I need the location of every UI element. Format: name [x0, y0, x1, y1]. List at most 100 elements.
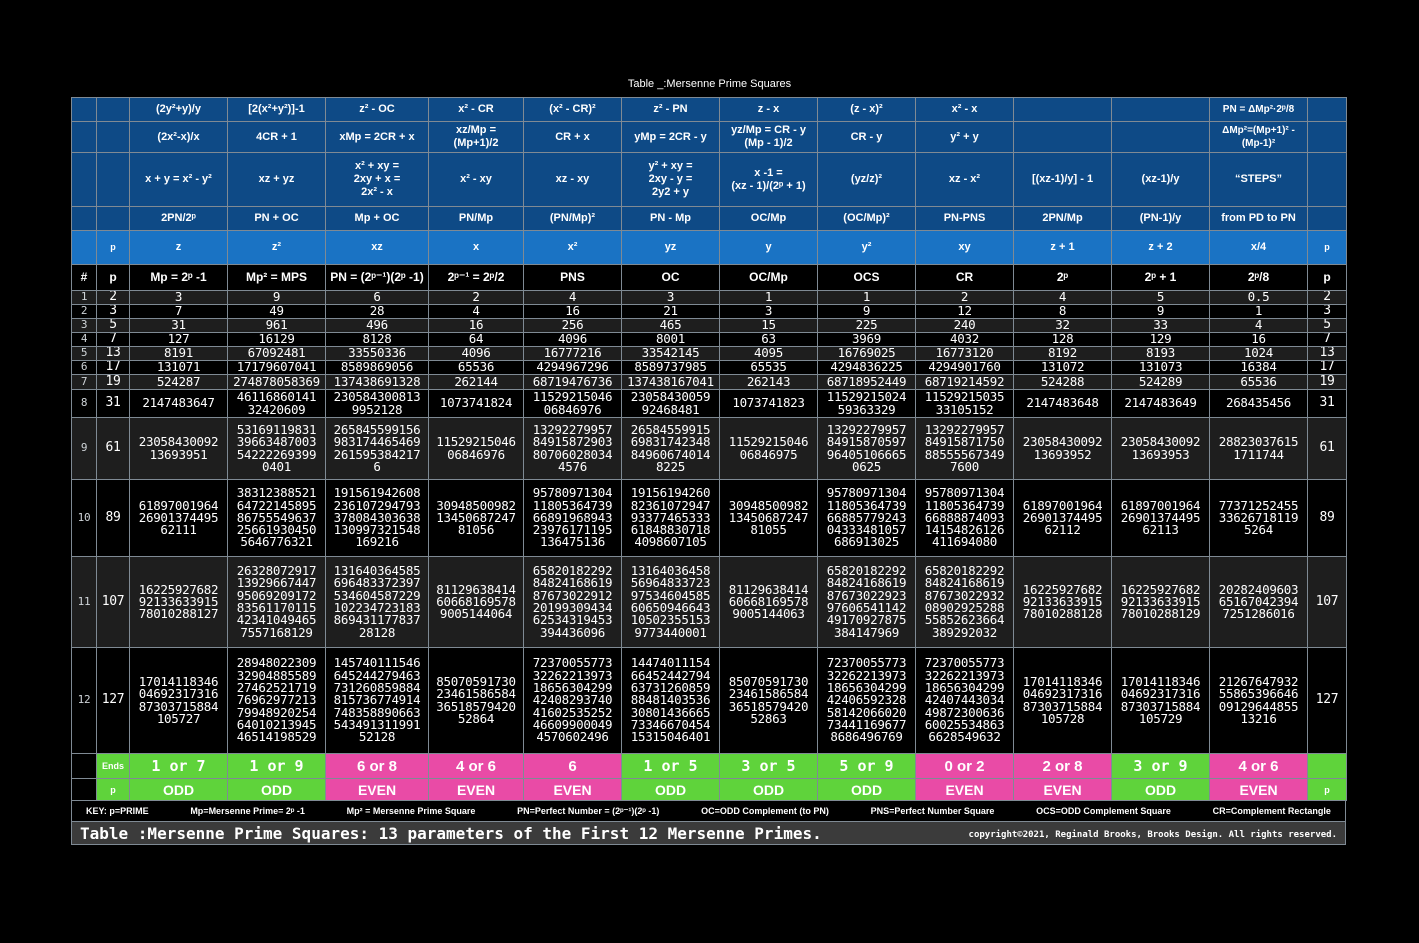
value-cell: 61897001964 26901374495 62111: [129, 479, 228, 557]
header-cell: z² - OC: [325, 97, 429, 122]
ends-label: Ends: [96, 753, 130, 779]
parity-row: p ODD ODD EVEN EVEN EVEN ODD ODD ODD EVEN EVEN ODD E…: [71, 778, 1347, 801]
value-cell: 16129: [227, 332, 326, 347]
mersenne-table: (2y²+y)/y [2(x²+y²)]-1 z² - OC x² - CR (x² -…: [71, 97, 1347, 801]
header-cell: [71, 97, 97, 122]
value-cell: 16225927682 92133633915 78010288128: [1013, 556, 1112, 648]
value-cell: 8128: [325, 332, 429, 347]
header-cell: [96, 152, 130, 207]
value-cell: 8589737985: [621, 360, 720, 375]
value-cell: 65820182292 84824168619 87673022932 0890…: [915, 556, 1014, 648]
header-cell: [1307, 97, 1347, 122]
value-cell: 23058430059 92468481: [621, 389, 720, 418]
header-cell: x² - CR: [428, 97, 524, 122]
table-row: 5 13 8191 67092481 33550336 4096 16777216 33542…: [71, 346, 1347, 361]
value-cell: 240: [915, 318, 1014, 333]
value-cell: 4095: [719, 346, 818, 361]
value-cell: 4: [1209, 318, 1308, 333]
value-cell: 26584559915 69831742348 84960674014 8225: [621, 417, 720, 480]
value-cell: 33: [1111, 318, 1210, 333]
table-row: 11 107 16225927682 92133633915 78010288127…: [71, 556, 1347, 648]
value-cell: 16: [428, 318, 524, 333]
header-cell: z + 2: [1111, 230, 1210, 265]
header-cell: 2ᵖ: [1013, 264, 1112, 291]
header-cell: yz/Mp = CR - y (Mp - 1)/2: [719, 121, 818, 153]
value-cell: 465: [621, 318, 720, 333]
value-cell: 8191: [129, 346, 228, 361]
value-cell: 21267647932 55865396646 09129644855 1321…: [1209, 647, 1308, 754]
header-cell: [(xz-1)/y] - 1: [1013, 152, 1112, 207]
header-row: x + y = x² - y² xz + yz x² + xy = 2xy + x …: [71, 152, 1347, 207]
value-cell: 6: [325, 290, 429, 305]
row-index: 10: [71, 479, 97, 557]
header-cell: x: [428, 230, 524, 265]
prime-cell: 17: [1307, 360, 1347, 375]
value-cell: 225: [817, 318, 916, 333]
value-cell: 11529215046 06846976: [428, 417, 524, 480]
row-index: 3: [71, 318, 97, 333]
value-cell: 95780971304 11805364739 66885779243 0433…: [817, 479, 916, 557]
value-cell: 256: [523, 318, 622, 333]
value-cell: 1024: [1209, 346, 1308, 361]
value-cell: 61897001964 26901374495 62113: [1111, 479, 1210, 557]
header-cell: xz/Mp = (Mp+1)/2: [428, 121, 524, 153]
value-cell: 20282409603 65167042394 7251286016: [1209, 556, 1308, 648]
value-cell: 13292279957 84915870597 96405106665 0625: [817, 417, 916, 480]
value-cell: 46116860141 32420609: [227, 389, 326, 418]
value-cell: 65820182292 84824168619 87673022912 2019…: [523, 556, 622, 648]
key-item: OC=ODD Complement (to PN): [701, 806, 829, 816]
value-cell: 33550336: [325, 346, 429, 361]
header-cell: (yz/z)²: [817, 152, 916, 207]
header-cell: 2PN/Mp: [1013, 206, 1112, 231]
value-cell: 30948500982 13450687247 81056: [428, 479, 524, 557]
row-index: 4: [71, 332, 97, 347]
header-cell: (x² - CR)²: [523, 97, 622, 122]
value-cell: 5: [1111, 290, 1210, 305]
header-cell: x²: [523, 230, 622, 265]
value-cell: 524288: [1013, 374, 1112, 390]
table-caption: Table :Mersenne Prime Squares: 13 parame…: [80, 824, 822, 843]
header-cell: [1013, 97, 1112, 122]
header-cell: [1307, 121, 1347, 153]
value-cell: 32: [1013, 318, 1112, 333]
header-row: 2PN/2ᵖ PN + OC Mp + OC PN/Mp (PN/Mp)² PN - Mp…: [71, 206, 1347, 231]
value-cell: 64: [428, 332, 524, 347]
prime-cell: 107: [96, 556, 130, 648]
header-cell: (PN-1)/y: [1111, 206, 1210, 231]
value-cell: 16225927682 92133633915 78010288129: [1111, 556, 1210, 648]
header-cell: 2ᵖ⁻¹ = 2ᵖ/2: [428, 264, 524, 291]
value-cell: 8589869056: [325, 360, 429, 375]
value-cell: 72370055773 32262213973 18656304299 4240…: [523, 647, 622, 754]
value-cell: 3969: [817, 332, 916, 347]
value-cell: 81129638414 60668169578 9005144064: [428, 556, 524, 648]
value-cell: 68719214592: [915, 374, 1014, 390]
value-cell: 16384: [1209, 360, 1308, 375]
ends-cell: 1 or 7: [129, 753, 228, 779]
value-cell: 11529215024 59363329: [817, 389, 916, 418]
value-cell: 2: [915, 290, 1014, 305]
header-cell: (PN/Mp)²: [523, 206, 622, 231]
row-index: 11: [71, 556, 97, 648]
key-item: OCS=ODD Complement Square: [1036, 806, 1171, 816]
value-cell: 4: [523, 290, 622, 305]
prime-cell: 7: [96, 332, 130, 347]
header-cell: 2ᵖ/8: [1209, 264, 1308, 291]
value-cell: 53169119831 39663487003 54222269399 0401: [227, 417, 326, 480]
header-cell: x² - x: [915, 97, 1014, 122]
ends-cell: 4 or 6: [1209, 753, 1308, 779]
value-cell: 274878058369: [227, 374, 326, 390]
header-cell: xz - xy: [523, 152, 622, 207]
parity-cell: ODD: [1111, 778, 1210, 801]
ends-cell: 4 or 6: [428, 753, 524, 779]
ends-cell: 5 or 9: [817, 753, 916, 779]
key-item: KEY: p=PRIME: [86, 806, 149, 816]
header-cell: z² - PN: [621, 97, 720, 122]
key-item: PNS=Perfect Number Square: [870, 806, 995, 816]
key-item: Mp=Mersenne Prime= 2ᵖ -1: [190, 806, 305, 816]
value-cell: 496: [325, 318, 429, 333]
header-cell: [71, 121, 97, 153]
value-cell: 145740111546 645244279463 731260859884 8…: [325, 647, 429, 754]
value-cell: 16773120: [915, 346, 1014, 361]
value-cell: 137438167041: [621, 374, 720, 390]
value-cell: 131640364585 696483372397 534604587229 1…: [325, 556, 429, 648]
